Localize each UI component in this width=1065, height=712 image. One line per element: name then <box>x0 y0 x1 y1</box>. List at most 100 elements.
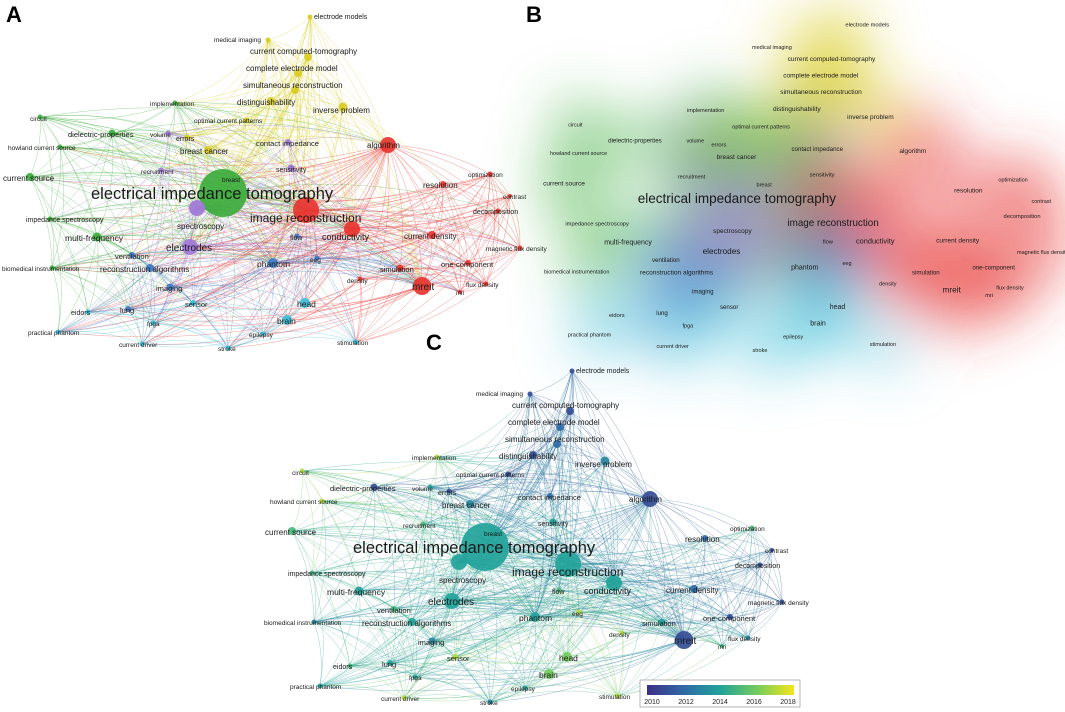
edge <box>548 673 619 697</box>
edge <box>693 587 783 603</box>
edge <box>29 176 89 313</box>
label-volume: volume <box>412 486 433 493</box>
edge <box>431 625 685 642</box>
edge <box>272 16 313 264</box>
label-complete-electrode-model: complete electrode model <box>246 64 338 73</box>
edge <box>160 169 174 288</box>
label-medical-imaging: medical imaging <box>476 391 523 398</box>
edge <box>319 616 536 687</box>
label-ventilation: ventilation <box>652 257 680 264</box>
edge <box>127 209 307 310</box>
edge <box>566 621 663 658</box>
node-current-density <box>428 231 436 239</box>
label-magnetic-flux-density: magnetic flux density <box>748 600 809 607</box>
edge <box>296 234 433 244</box>
node-flow <box>556 587 562 593</box>
edge <box>534 611 663 623</box>
edge <box>649 498 761 566</box>
edge <box>272 262 357 343</box>
edge <box>431 640 550 675</box>
edge <box>484 545 783 603</box>
edge <box>534 616 550 675</box>
edge <box>389 616 536 664</box>
edge <box>311 572 391 664</box>
edge <box>729 564 761 618</box>
label-eidors: eidors <box>609 313 625 319</box>
edge <box>489 611 580 703</box>
edge <box>442 183 469 264</box>
label-distinguishability: distinguishability <box>237 98 295 107</box>
edge <box>321 500 460 563</box>
node-current-source <box>26 173 34 181</box>
node-electrodes <box>444 593 460 609</box>
edge <box>51 267 194 304</box>
edge <box>358 571 615 592</box>
label-one-component: one-component <box>972 265 1015 272</box>
edge <box>411 490 450 623</box>
edge <box>189 72 299 248</box>
node-conductivity <box>344 221 360 237</box>
edge <box>534 616 619 697</box>
label-image-reconstruction: image reconstruction <box>250 211 361 225</box>
network-panel-a: electrode models medical imaging current c… <box>2 14 547 353</box>
year-colorbar: 2010 2012 2014 2016 2018 <box>639 679 801 708</box>
edge <box>189 89 296 248</box>
node-algorithm <box>642 491 658 507</box>
edge <box>296 235 401 269</box>
node-epilepsy <box>522 685 528 691</box>
node-dielectric-properties <box>370 483 378 491</box>
edge <box>245 119 423 287</box>
edge <box>192 257 318 304</box>
label-multi-frequency: multi-frequency <box>604 239 652 246</box>
edge <box>222 192 469 264</box>
node-eeg <box>314 255 320 261</box>
edge <box>141 262 274 345</box>
edge <box>436 456 685 641</box>
label-contact-impedance: contact impedance <box>791 146 843 153</box>
edge <box>431 195 511 236</box>
label-medical-imaging: medical imaging <box>214 37 261 44</box>
label-errors: errors <box>176 136 195 143</box>
edge <box>262 228 353 335</box>
edge <box>245 89 296 121</box>
label-impedance-spectroscopy: impedance spectroscopy <box>288 571 366 578</box>
edge <box>245 119 389 146</box>
label-current-source: current source <box>3 174 55 183</box>
edge <box>196 207 264 335</box>
node-one-component <box>727 614 733 620</box>
edge <box>649 498 665 623</box>
edge <box>489 173 521 249</box>
edge <box>227 262 274 349</box>
label-flux-density: flux density <box>728 636 761 643</box>
edge <box>174 102 389 146</box>
label-eidors: eidors <box>71 310 91 317</box>
edge <box>319 684 405 699</box>
edge <box>393 490 450 610</box>
edge <box>436 454 534 462</box>
edge <box>387 144 487 285</box>
edge <box>305 183 444 211</box>
edge <box>507 370 573 475</box>
edge <box>355 234 433 343</box>
label-density: density <box>609 632 630 639</box>
edge <box>661 549 773 623</box>
label-imaging: imaging <box>418 638 444 647</box>
label-electrodes: electrodes <box>703 247 741 256</box>
edge <box>621 498 651 634</box>
edge <box>469 393 531 505</box>
edge <box>286 228 353 321</box>
edge <box>613 549 773 584</box>
node-optimal-current-patterns <box>243 117 249 123</box>
edge <box>189 242 487 285</box>
edge <box>556 443 651 500</box>
edge <box>617 621 663 697</box>
edge <box>567 537 706 565</box>
edge <box>414 563 569 678</box>
edge <box>387 144 403 269</box>
node-stimulation <box>615 693 621 699</box>
node-electrode-models <box>307 14 313 20</box>
edge <box>39 107 389 146</box>
edge <box>305 208 521 249</box>
edge <box>311 486 431 574</box>
